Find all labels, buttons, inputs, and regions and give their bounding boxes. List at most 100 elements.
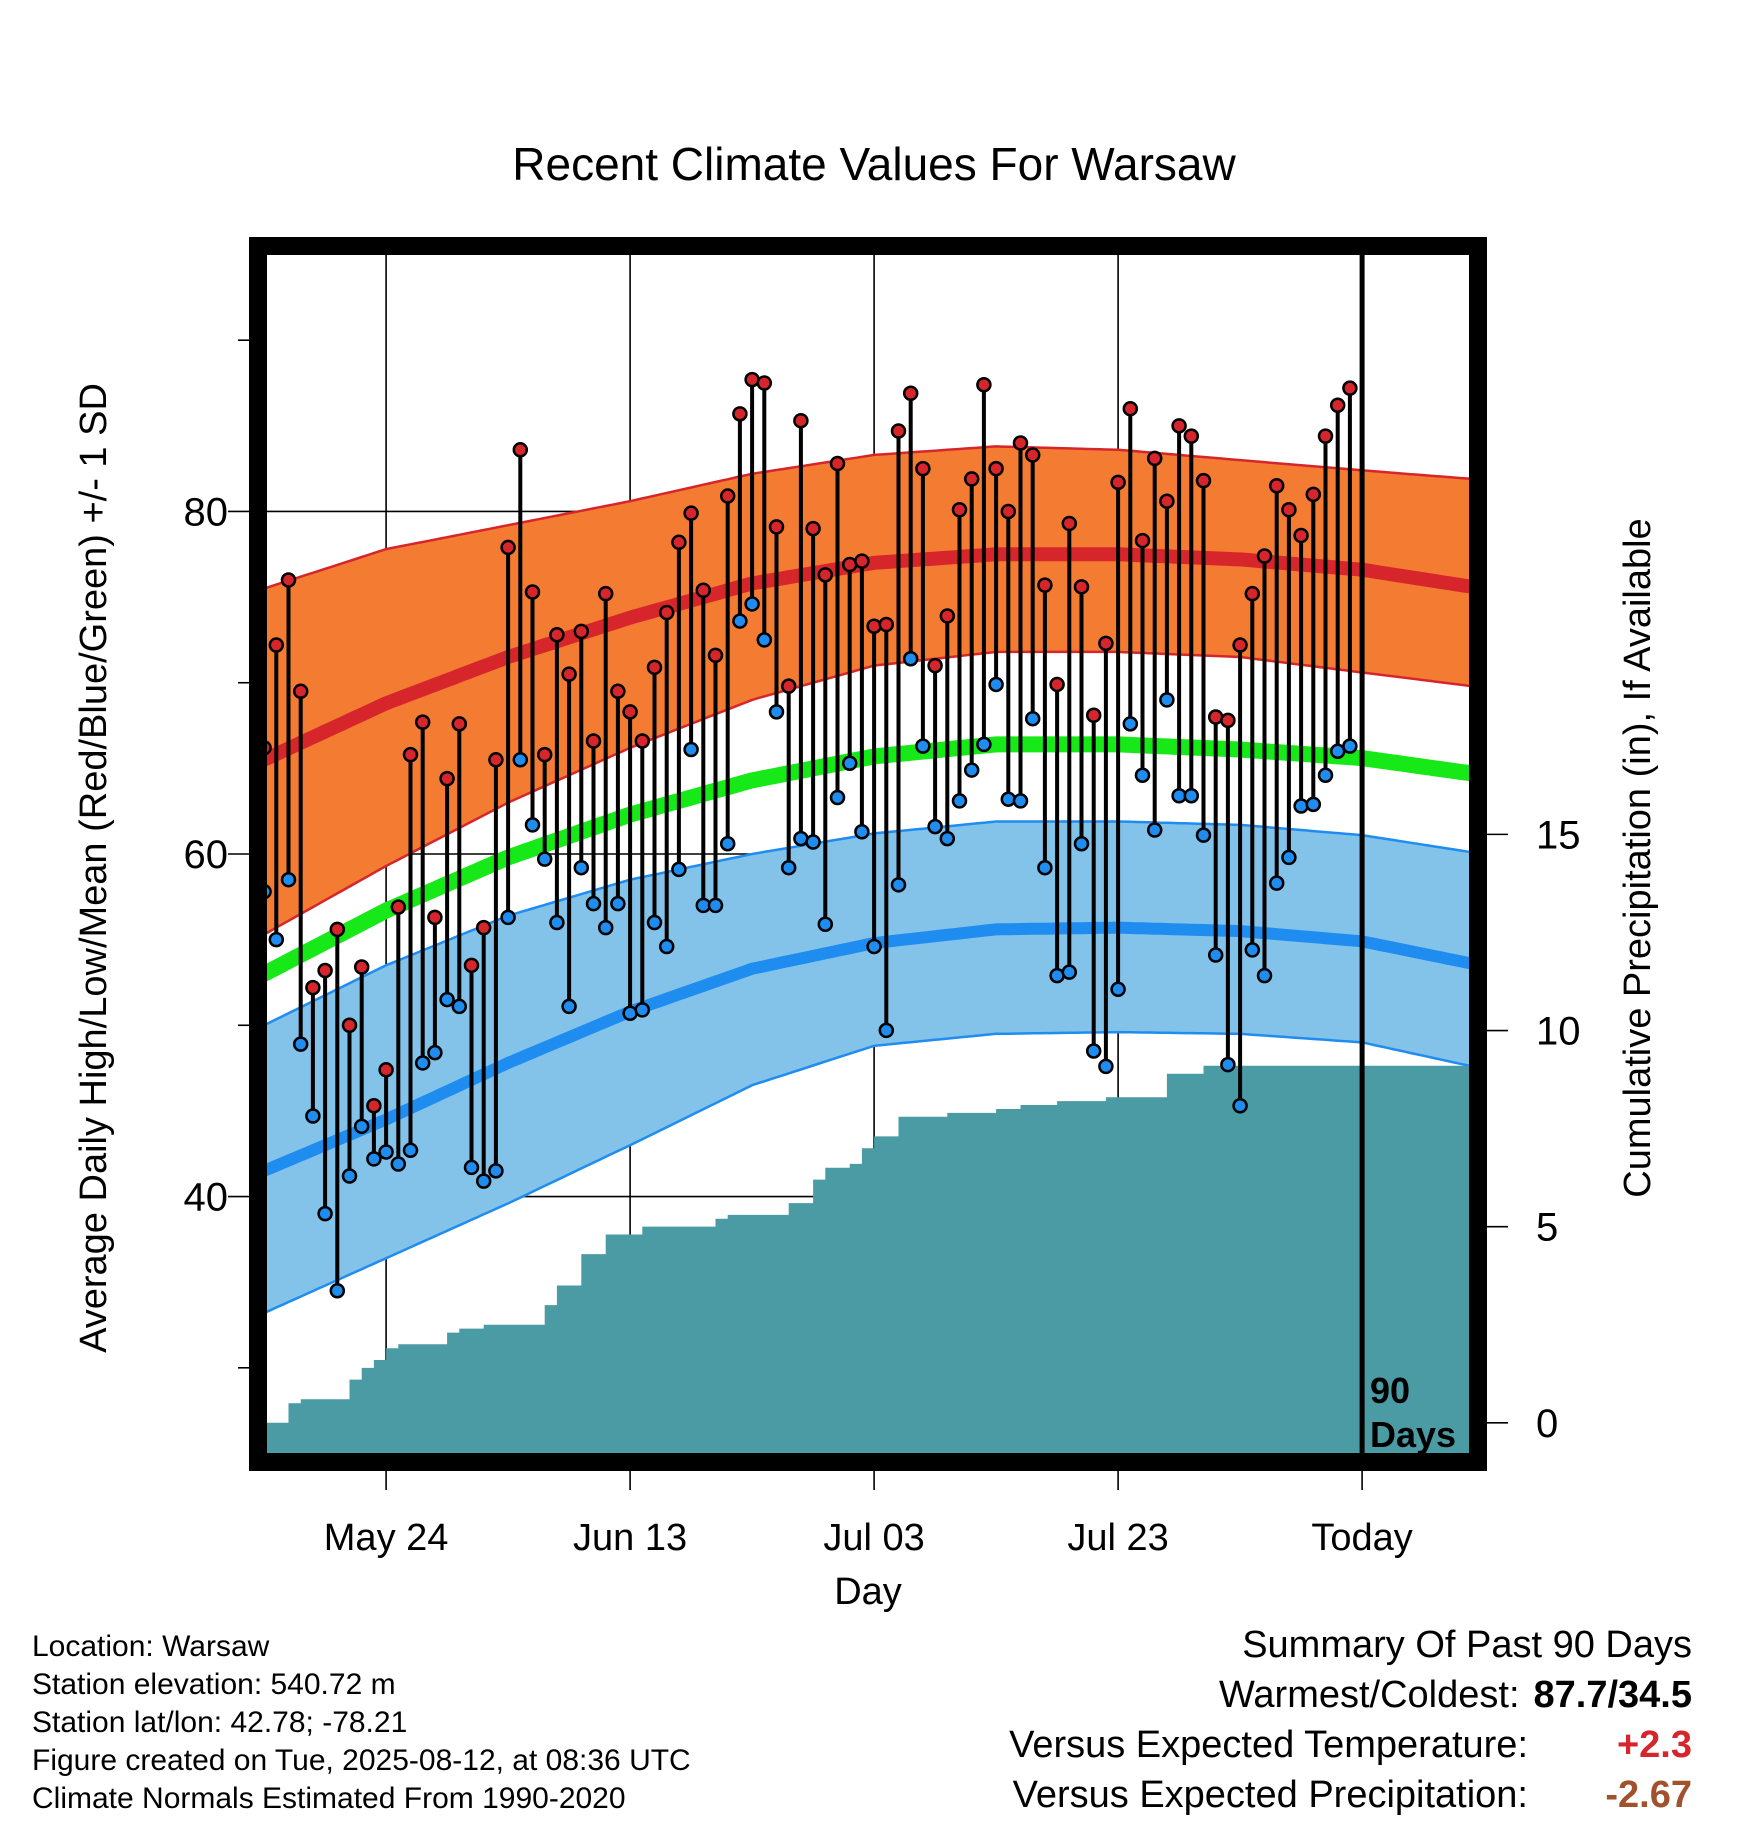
- daily-low-point-54: [915, 738, 931, 754]
- chart-title: Recent Climate Values For Warsaw: [512, 138, 1236, 190]
- daily-high-point-17: [463, 957, 480, 974]
- daily-low-point-9: [366, 1151, 382, 1167]
- y2-tick-label-0: 0: [1536, 1402, 1558, 1446]
- daily-high-point-20: [500, 539, 516, 556]
- daily-low-point-56: [939, 830, 956, 847]
- high-sd-lower-edge: [258, 650, 1478, 936]
- daily-high-point-30: [622, 704, 638, 720]
- daily-low-point-3: [292, 1036, 309, 1052]
- y-tick-label-0: 40: [184, 1176, 229, 1220]
- daily-high-point-12: [402, 746, 419, 763]
- daily-low-point-51: [878, 1022, 895, 1039]
- daily-low-point-20: [500, 909, 516, 926]
- normals-text: Climate Normals Estimated From 1990-2020: [32, 1782, 626, 1815]
- daily-high-point-60: [988, 460, 1004, 477]
- daily-high-point-32: [646, 659, 663, 676]
- daily-low-point-11: [390, 1156, 407, 1172]
- daily-low-point-50: [866, 938, 882, 955]
- daily-low-point-45: [805, 834, 821, 850]
- summary-precip: Versus Expected Precipitation: -2.67: [1009, 1770, 1692, 1820]
- daily-low-point-15: [439, 991, 455, 1008]
- daily-low-point-14: [427, 1044, 443, 1061]
- daily-high-point-11: [390, 899, 407, 915]
- daily-low-point-43: [780, 859, 797, 876]
- axes: May 24 Jun 13 Jul 03 Jul 23 Today 40 60 80 0 5 10 1…: [184, 339, 1581, 1559]
- daily-low-point-64: [1037, 859, 1053, 876]
- today-days-label-number: 90: [1370, 1370, 1410, 1411]
- created-text: Figure created on Tue, 2025-08-12, at 08…: [32, 1744, 691, 1777]
- daily-low-point-63: [1024, 710, 1041, 727]
- daily-low-point-23: [536, 851, 553, 867]
- elevation-text: Station elevation: 540.72 m: [32, 1668, 396, 1701]
- daily-observations: [256, 371, 1358, 1299]
- y2-tick-label-2: 10: [1536, 1010, 1581, 1054]
- warmest-coldest-value: 87.7/34.5: [1533, 1674, 1692, 1716]
- daily-low-point-84: [1281, 849, 1297, 866]
- daily-low-point-32: [646, 914, 663, 931]
- daily-high-point-83: [1268, 478, 1285, 494]
- daily-high-point-89: [1342, 380, 1358, 396]
- daily-high-point-80: [1232, 637, 1248, 653]
- daily-low-point-25: [561, 998, 577, 1015]
- precip-vs-expected-label: Versus Expected Precipitation:: [1012, 1774, 1528, 1816]
- daily-low-point-70: [1110, 981, 1126, 998]
- temp-vs-expected-label: Versus Expected Temperature:: [1009, 1724, 1528, 1766]
- daily-high-point-5: [317, 962, 333, 979]
- daily-high-point-34: [671, 534, 687, 551]
- daily-high-point-25: [561, 666, 577, 682]
- daily-low-point-85: [1293, 798, 1309, 814]
- daily-high-point-3: [292, 683, 309, 700]
- daily-low-point-62: [1012, 793, 1029, 809]
- climate-chart: Recent Climate Values For Warsaw May 24 J…: [73, 138, 1659, 1613]
- plot-frame: [249, 237, 1487, 1471]
- daily-high-point-79: [1220, 712, 1236, 729]
- warmest-coldest-label: Warmest/Coldest:: [1218, 1674, 1520, 1716]
- daily-low-point-73: [1146, 822, 1163, 838]
- y-tick-label-2: 80: [184, 490, 229, 534]
- daily-high-point-41: [756, 375, 773, 391]
- x-tick-label-4: Today: [1311, 1517, 1412, 1559]
- daily-high-point-62: [1012, 435, 1029, 451]
- daily-low-point-55: [927, 818, 943, 835]
- daily-low-point-10: [378, 1144, 394, 1160]
- daily-high-point-22: [524, 584, 541, 600]
- daily-low-point-60: [988, 676, 1004, 693]
- precipitation-area: [264, 1065, 1478, 1462]
- daily-low-point-74: [1159, 692, 1175, 708]
- daily-high-point-73: [1146, 450, 1163, 467]
- today-days-label-unit: Days: [1370, 1414, 1456, 1455]
- daily-low-point-4: [305, 1108, 321, 1124]
- high-sd-band: [258, 446, 1478, 935]
- y2-tick-label-1: 5: [1536, 1206, 1558, 1250]
- daily-low-point-79: [1220, 1056, 1236, 1073]
- daily-low-point-67: [1073, 835, 1090, 852]
- x-axis-label: Day: [834, 1571, 902, 1613]
- daily-low-point-19: [488, 1163, 504, 1179]
- daily-low-point-47: [829, 789, 846, 806]
- daily-high-point-52: [890, 423, 907, 439]
- daily-high-point-44: [793, 412, 809, 429]
- daily-high-point-68: [1085, 707, 1102, 724]
- daily-low-point-86: [1305, 796, 1322, 813]
- daily-low-point-80: [1232, 1098, 1248, 1114]
- daily-low-point-71: [1122, 716, 1139, 732]
- daily-low-point-1: [268, 931, 285, 948]
- daily-low-point-13: [414, 1055, 431, 1071]
- daily-high-point-8: [353, 959, 370, 975]
- daily-high-point-4: [305, 979, 321, 996]
- daily-low-point-49: [854, 823, 870, 840]
- daily-low-point-46: [817, 916, 834, 932]
- daily-low-point-6: [329, 1282, 346, 1299]
- daily-high-point-55: [927, 657, 943, 674]
- x-tick-label-1: Jun 13: [573, 1517, 687, 1559]
- daily-low-point-89: [1342, 738, 1358, 754]
- daily-high-point-29: [610, 683, 626, 700]
- daily-low-point-38: [719, 835, 736, 852]
- daily-low-point-69: [1098, 1058, 1114, 1075]
- daily-high-point-59: [976, 376, 992, 393]
- summary-panel: Summary Of Past 90 Days Warmest/Coldest:…: [1009, 1620, 1692, 1820]
- x-tick-label-0: May 24: [324, 1517, 449, 1559]
- daily-high-point-10: [378, 1062, 394, 1078]
- y-axis-label: Average Daily High/Low/Mean (Red/Blue/Gr…: [73, 383, 115, 1353]
- low-sd-band: [258, 821, 1478, 1313]
